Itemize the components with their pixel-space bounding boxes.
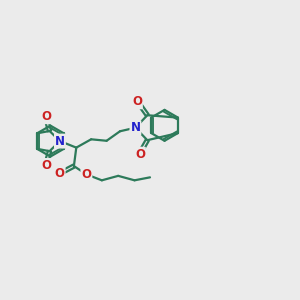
Text: O: O [132, 95, 142, 108]
Text: O: O [42, 159, 52, 172]
Text: O: O [42, 110, 52, 123]
Text: N: N [55, 135, 65, 148]
Text: N: N [130, 121, 140, 134]
Text: O: O [81, 168, 92, 181]
Text: O: O [55, 167, 64, 180]
Text: O: O [135, 148, 145, 161]
